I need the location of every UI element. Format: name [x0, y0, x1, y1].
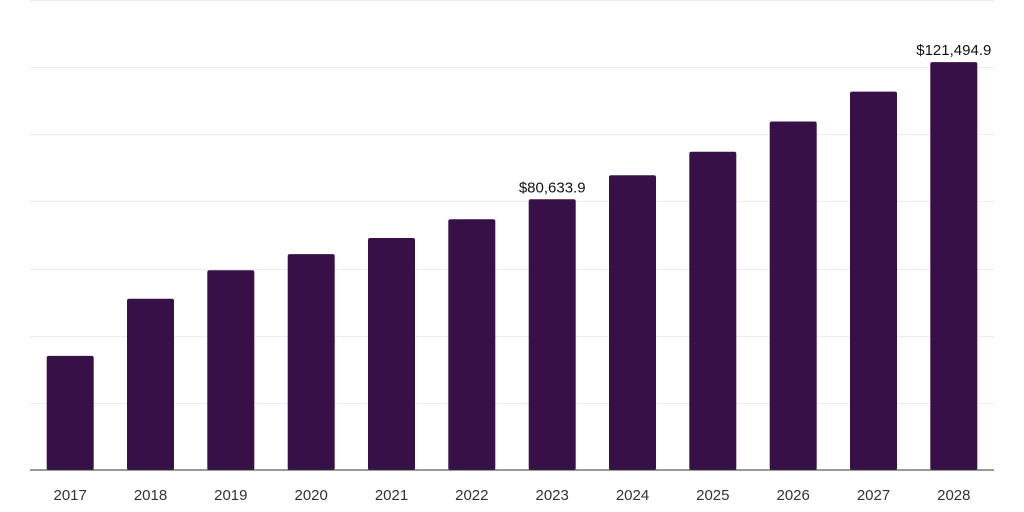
bar-2020: [287, 254, 335, 470]
bar-2027: [850, 91, 897, 470]
x-tick-label: 2026: [777, 487, 810, 504]
x-tick-label: 2027: [857, 487, 890, 504]
bar-2022: [448, 219, 496, 470]
x-tick-label: 2023: [536, 487, 569, 504]
data-label: $80,633.9: [519, 179, 586, 196]
x-tick-label: 2021: [375, 487, 408, 504]
x-tick-label: 2024: [616, 487, 649, 504]
bar-2023: [528, 199, 576, 471]
x-tick-label: 2018: [134, 487, 167, 504]
x-tick-label: 2028: [937, 487, 970, 504]
bar-2028: [930, 62, 978, 470]
bar-2026: [769, 121, 817, 470]
x-tick-label: 2017: [54, 487, 87, 504]
bar-2019: [207, 270, 255, 471]
x-tick-label: 2022: [455, 487, 488, 504]
x-tick-label: 2025: [696, 487, 729, 504]
bar-2017: [46, 355, 94, 470]
bar-2018: [127, 298, 174, 470]
bars: [46, 62, 978, 471]
data-label: $121,494.9: [916, 42, 991, 59]
bar-2025: [689, 151, 737, 470]
x-tick-labels: 2017 2018 2019 2020 2021 2022 2023 2024 2025 2026…: [54, 487, 971, 504]
x-tick-label: 2020: [295, 487, 328, 504]
bar-2024: [609, 175, 656, 470]
x-tick-label: 2019: [214, 487, 247, 504]
data-labels: $80,633.9 $121,494.9: [519, 42, 992, 196]
bar-2021: [368, 238, 415, 470]
gridlines: [30, 0, 994, 404]
